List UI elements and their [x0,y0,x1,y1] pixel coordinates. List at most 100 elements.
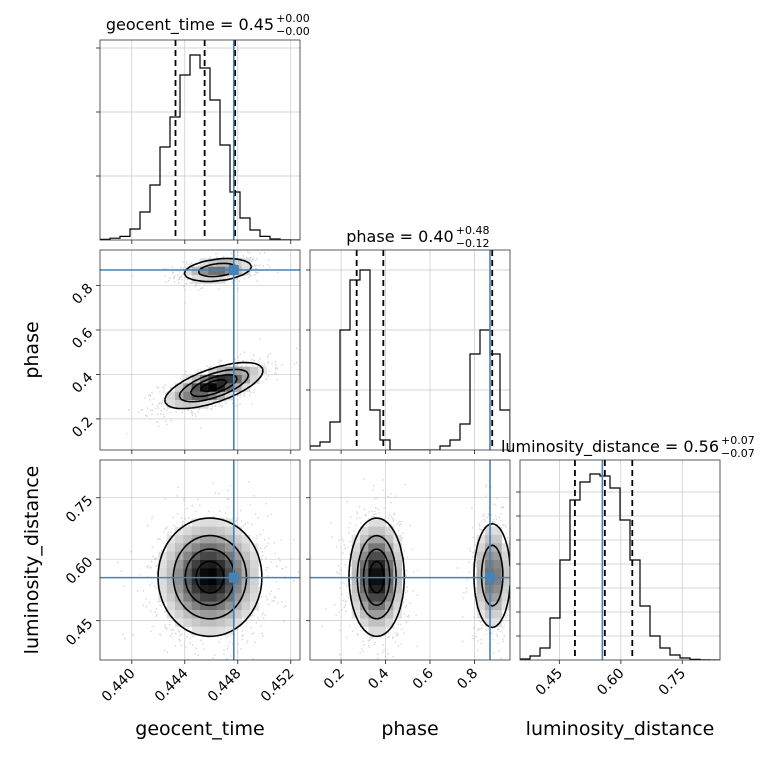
density-cell [183,593,192,602]
density-cell [376,601,386,611]
density-cell [175,585,184,594]
density-cell [225,618,234,627]
density-cell [385,610,394,619]
density-cell [233,601,242,611]
density-cell [385,535,394,544]
contour-level-3 [200,378,228,393]
density-cell [385,551,394,561]
density-cell [241,258,251,267]
density-cell [233,543,242,552]
density-fill [351,518,510,636]
x-axis-label-luminosity_distance: luminosity_distance [526,718,715,740]
density-cell [208,551,217,561]
density-cell [360,551,369,561]
title-geocent_time: geocent_time = 0.45 +0.00−0.00 [106,12,310,38]
density-cell [360,543,369,552]
density-cell [225,258,234,267]
density-cell [368,618,377,627]
density-cell [225,526,234,536]
density-cell [200,551,209,561]
panel-content [310,250,510,450]
density-cell [368,535,377,544]
density-cell [208,266,217,276]
density-cell [183,535,192,544]
density-cell [216,543,226,552]
density-cell [191,585,201,594]
density-cell [250,576,259,586]
density-cell [200,400,209,409]
density-cell [360,526,369,536]
density-cell [208,366,217,376]
density-cell [191,626,201,636]
density-cell [216,535,226,544]
density-cell [393,551,402,561]
density-cell [233,610,242,619]
density-cell [385,585,394,594]
density-cell [158,568,167,577]
contour-level-0 [157,517,263,638]
density-cell [191,610,201,619]
density-cell [241,266,251,276]
density-cell [208,275,217,284]
density-cell [166,585,176,594]
axis-frame [309,249,511,451]
density-cell [183,266,192,276]
density-cell [216,576,226,586]
density-cell [166,560,176,569]
density-cell [158,551,167,561]
density-cell [216,626,226,636]
density-cell [241,560,251,569]
density-cell [493,551,502,561]
panel-phase-phase [306,249,511,454]
density-cell [241,585,251,594]
density-cell [351,543,361,552]
density-cell [200,258,209,267]
density-cell [216,258,226,267]
title-upper-error: +0.07 [721,434,755,447]
density-cell [233,618,242,627]
density-cell [216,601,226,611]
density-cell [368,601,377,611]
density-cell [241,551,251,561]
density-cell [360,535,369,544]
title-main-text: luminosity_distance = 0.56 [501,437,719,457]
density-cell [360,601,369,611]
density-cell [501,560,510,569]
density-cell [183,526,192,536]
density-cell [208,258,217,267]
density-cell [158,576,167,586]
density-cell [376,618,386,627]
density-cell [385,618,394,627]
density-cell [200,518,209,527]
density-cell [166,576,176,586]
density-cell [493,543,502,552]
panel-content [520,460,720,660]
panel-content [100,40,300,240]
density-cell [385,560,394,569]
density-cell [250,601,259,611]
density-cell [225,585,234,594]
x-tick-label: 0.8 [454,666,481,693]
density-cell [208,593,217,602]
x-axis-label-geocent_time: geocent_time [135,718,264,740]
density-cell [493,610,502,619]
y-tick-label: 0.60 [63,554,96,587]
x-tick-label: 0.45 [533,666,566,699]
density-cell [376,626,386,636]
density-cell [183,568,192,577]
x-tick-label: 0.448 [205,666,245,706]
density-cell [393,568,402,577]
density-cell [501,551,510,561]
density-cell [200,585,209,594]
density-cell [208,518,217,527]
panel-phase-geocent_time: 0.2 0.4 0.6 0.8 [69,249,301,454]
density-cell [368,518,377,527]
density-cell [200,593,209,602]
density-cell [216,275,226,284]
title-main-text: phase = 0.40 [346,227,453,246]
density-cell [225,610,234,619]
density-cell [208,568,217,577]
density-cell [233,593,242,602]
title-phase: phase = 0.40 +0.48−0.12 [346,224,489,250]
density-cell [476,601,486,611]
